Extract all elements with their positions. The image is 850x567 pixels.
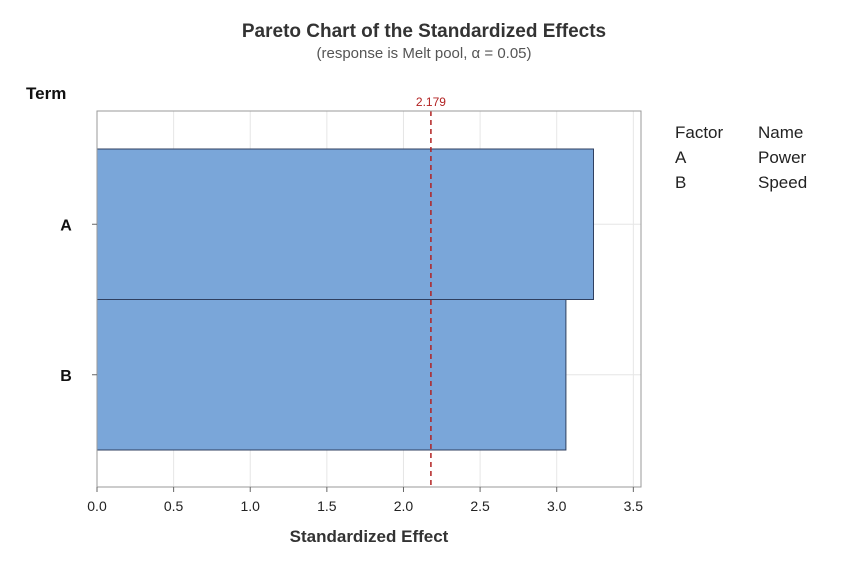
chart-title: Pareto Chart of the Standardized Effects [242,21,606,42]
reference-line-label: 2.179 [416,95,446,109]
legend-factor-b: B [675,173,686,192]
x-tick-label-0: 0.0 [87,498,107,514]
bar-a [96,148,594,300]
x-axis-title: Standardized Effect [290,527,449,546]
x-tick-label-5: 2.5 [470,498,490,514]
x-tick-label-3: 1.5 [317,498,337,514]
legend-header-factor: Factor [675,123,724,142]
bar-b [96,299,567,451]
plot-border [96,110,642,488]
category-label-b: B [60,368,72,385]
y-axis-title: Term [26,84,66,103]
x-tick-label-7: 3.5 [624,498,644,514]
legend-name-power: Power [758,148,807,167]
plot-area: 2.179 0.0 0.5 1.0 1.5 2.0 2.5 3.0 3.5 A B [60,95,643,514]
chart-subtitle: (response is Melt pool, α = 0.05) [316,45,531,62]
x-tick-label-4: 2.0 [394,498,414,514]
factor-legend: Factor Name A Power B Speed [675,123,807,192]
legend-name-speed: Speed [758,173,807,192]
x-tick-label-6: 3.0 [547,498,567,514]
x-tick-label-1: 0.5 [164,498,184,514]
category-label-a: A [60,217,72,234]
legend-header-name: Name [758,123,803,142]
x-tick-label-2: 1.0 [241,498,261,514]
legend-factor-a: A [675,148,687,167]
